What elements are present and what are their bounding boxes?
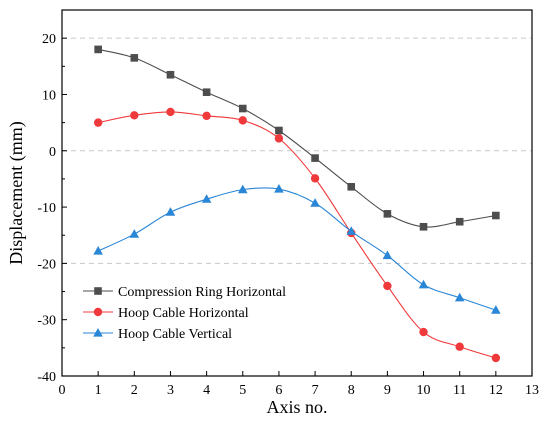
data-point bbox=[238, 116, 247, 125]
data-point bbox=[202, 88, 211, 97]
x-tick-label: 12 bbox=[489, 383, 503, 398]
data-point bbox=[491, 353, 501, 363]
x-tick-label: 6 bbox=[275, 383, 282, 398]
data-point bbox=[130, 54, 139, 62]
series bbox=[93, 107, 501, 363]
data-point bbox=[418, 279, 429, 289]
data-point bbox=[94, 45, 102, 54]
y-axis-label: Displacement (mm) bbox=[6, 121, 27, 264]
x-tick-label: 10 bbox=[417, 383, 431, 398]
y-tick-label: 0 bbox=[49, 145, 56, 160]
series-line bbox=[98, 111, 497, 359]
x-axis-label: Axis no. bbox=[266, 397, 327, 417]
x-tick-label: 4 bbox=[203, 383, 210, 398]
x-tick-label: 7 bbox=[312, 383, 319, 398]
data-point bbox=[310, 198, 320, 207]
data-point bbox=[455, 217, 464, 226]
data-point bbox=[130, 111, 139, 120]
data-point bbox=[383, 210, 392, 218]
data-point bbox=[166, 70, 175, 79]
data-point bbox=[419, 222, 428, 231]
y-tick-label: -30 bbox=[37, 314, 56, 329]
legend-marker bbox=[93, 328, 103, 337]
x-tick-label: 9 bbox=[384, 383, 391, 398]
series bbox=[94, 45, 500, 231]
data-point bbox=[93, 118, 103, 127]
x-tick-label: 8 bbox=[348, 383, 355, 398]
series-group bbox=[93, 45, 501, 363]
legend-item: Hoop Cable Vertical bbox=[83, 327, 232, 342]
data-point bbox=[346, 226, 357, 235]
data-point bbox=[491, 305, 501, 314]
legend-item: Hoop Cable Horizontal bbox=[83, 306, 249, 321]
data-point bbox=[419, 327, 428, 337]
data-point bbox=[237, 184, 248, 194]
x-tick-label: 13 bbox=[525, 383, 539, 398]
data-point bbox=[311, 154, 319, 162]
data-point bbox=[274, 134, 284, 143]
data-point bbox=[274, 184, 284, 193]
legend-label: Hoop Cable Horizontal bbox=[118, 306, 249, 321]
data-point bbox=[275, 126, 283, 135]
data-point bbox=[166, 107, 175, 117]
data-point bbox=[129, 229, 140, 238]
x-tick-label: 3 bbox=[167, 383, 174, 398]
y-tick-label: -40 bbox=[37, 370, 56, 385]
x-tick-label: 2 bbox=[131, 383, 138, 398]
series-line bbox=[98, 48, 496, 228]
legend-marker bbox=[93, 307, 103, 317]
data-point bbox=[455, 342, 464, 351]
y-tick-label: 10 bbox=[42, 88, 56, 103]
series bbox=[93, 184, 501, 314]
data-point bbox=[202, 111, 211, 121]
data-point bbox=[347, 183, 356, 191]
data-point bbox=[383, 281, 392, 291]
data-point bbox=[454, 292, 465, 302]
data-point bbox=[492, 211, 500, 220]
data-point bbox=[201, 194, 212, 203]
plot-frame bbox=[61, 9, 533, 377]
legend: Compression Ring Horizontal Hoop Cable Ho… bbox=[83, 285, 286, 342]
x-tick-label: 0 bbox=[59, 383, 66, 398]
y-tick-label: -10 bbox=[37, 201, 56, 216]
x-tick-label: 11 bbox=[453, 383, 466, 398]
legend-item: Compression Ring Horizontal bbox=[83, 285, 286, 300]
data-point bbox=[238, 104, 247, 113]
y-tick-label: 20 bbox=[42, 32, 56, 47]
data-point bbox=[165, 207, 176, 216]
data-point bbox=[382, 250, 393, 260]
x-tick-label: 5 bbox=[239, 383, 246, 398]
y-tick-label: -20 bbox=[37, 257, 56, 272]
x-tick-label: 1 bbox=[95, 383, 102, 398]
grid-lines bbox=[62, 37, 532, 264]
legend-label: Hoop Cable Vertical bbox=[118, 327, 232, 342]
data-point bbox=[93, 245, 103, 255]
legend-marker bbox=[94, 287, 102, 295]
legend-label: Compression Ring Horizontal bbox=[118, 285, 286, 300]
data-point bbox=[310, 174, 320, 183]
